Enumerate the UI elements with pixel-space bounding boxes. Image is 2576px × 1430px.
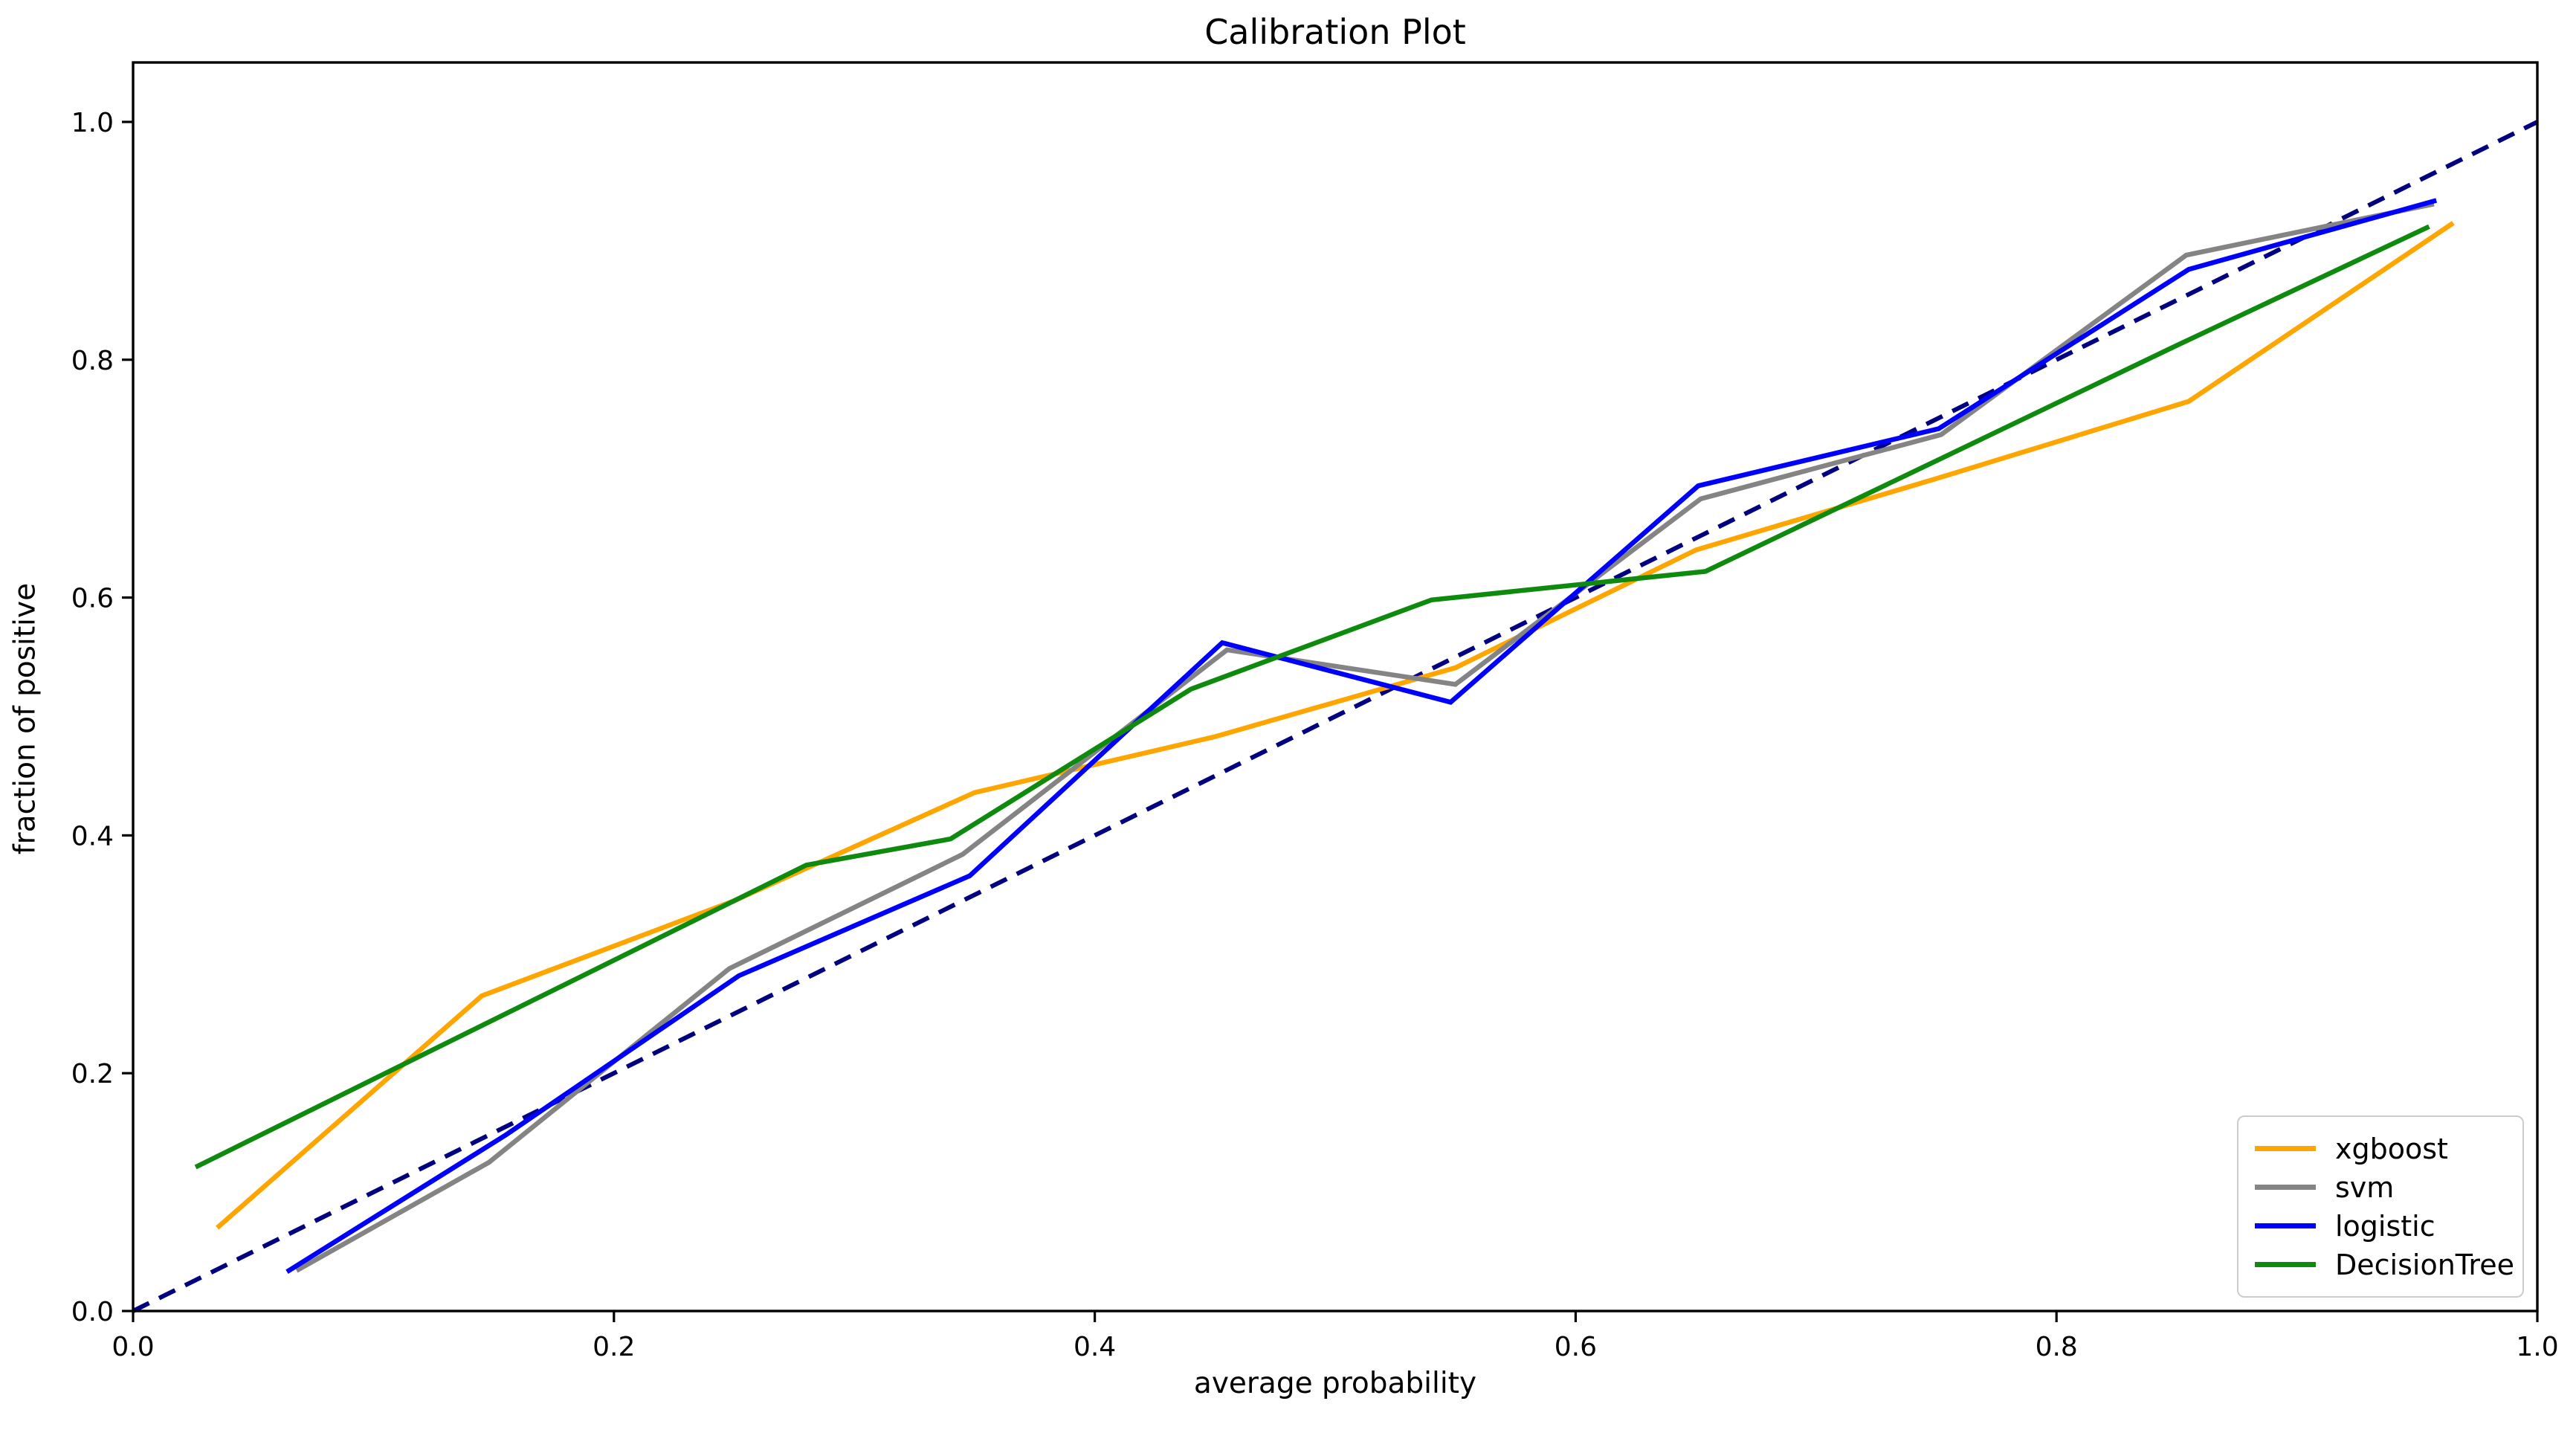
y-tick-label: 0.2 <box>71 1059 114 1089</box>
decisiontree-line-swatch <box>2255 1262 2316 1267</box>
legend-item-xgboost: xgboost <box>2255 1135 2522 1163</box>
axes-spines <box>132 61 2539 1313</box>
logistic-line-swatch <box>2255 1223 2316 1228</box>
series-line-decisiontree <box>194 224 2430 1170</box>
x-tick-label: 0.0 <box>112 1332 154 1362</box>
legend-item-decisiontree: DecisionTree <box>2255 1251 2522 1279</box>
x-tick-label: 0.6 <box>1555 1332 1597 1362</box>
legend: xgboost svm logistic DecisionTree <box>2237 1115 2524 1298</box>
y-tick-label: 0.8 <box>71 346 114 376</box>
legend-item-svm: svm <box>2255 1173 2522 1202</box>
x-tick-label: 1.0 <box>2516 1332 2558 1362</box>
x-tick-label: 0.8 <box>2036 1332 2078 1362</box>
y-tick-label: 0.6 <box>71 584 114 614</box>
series-line-svm <box>295 202 2435 1273</box>
legend-label: DecisionTree <box>2335 1248 2514 1281</box>
legend-label: logistic <box>2335 1209 2435 1243</box>
x-tick-label: 0.4 <box>1074 1332 1116 1362</box>
reference-diagonal-line <box>132 120 2539 1313</box>
xgboost-line-swatch <box>2255 1146 2316 1151</box>
y-tick-label: 0.0 <box>71 1297 114 1327</box>
x-axis-label: average probability <box>1193 1367 1477 1400</box>
chart-title: Calibration Plot <box>1204 12 1466 52</box>
series-line-xgboost <box>216 221 2455 1230</box>
y-axis-label: fraction of positive <box>8 582 42 855</box>
svm-line-swatch <box>2255 1185 2316 1190</box>
legend-label: xgboost <box>2335 1132 2448 1165</box>
x-tick-label: 0.2 <box>593 1332 635 1362</box>
legend-item-logistic: logistic <box>2255 1212 2522 1240</box>
y-tick-label: 1.0 <box>71 108 114 138</box>
series-line-logistic <box>285 198 2438 1274</box>
y-tick-label: 0.4 <box>71 821 114 851</box>
legend-label: svm <box>2335 1170 2395 1204</box>
